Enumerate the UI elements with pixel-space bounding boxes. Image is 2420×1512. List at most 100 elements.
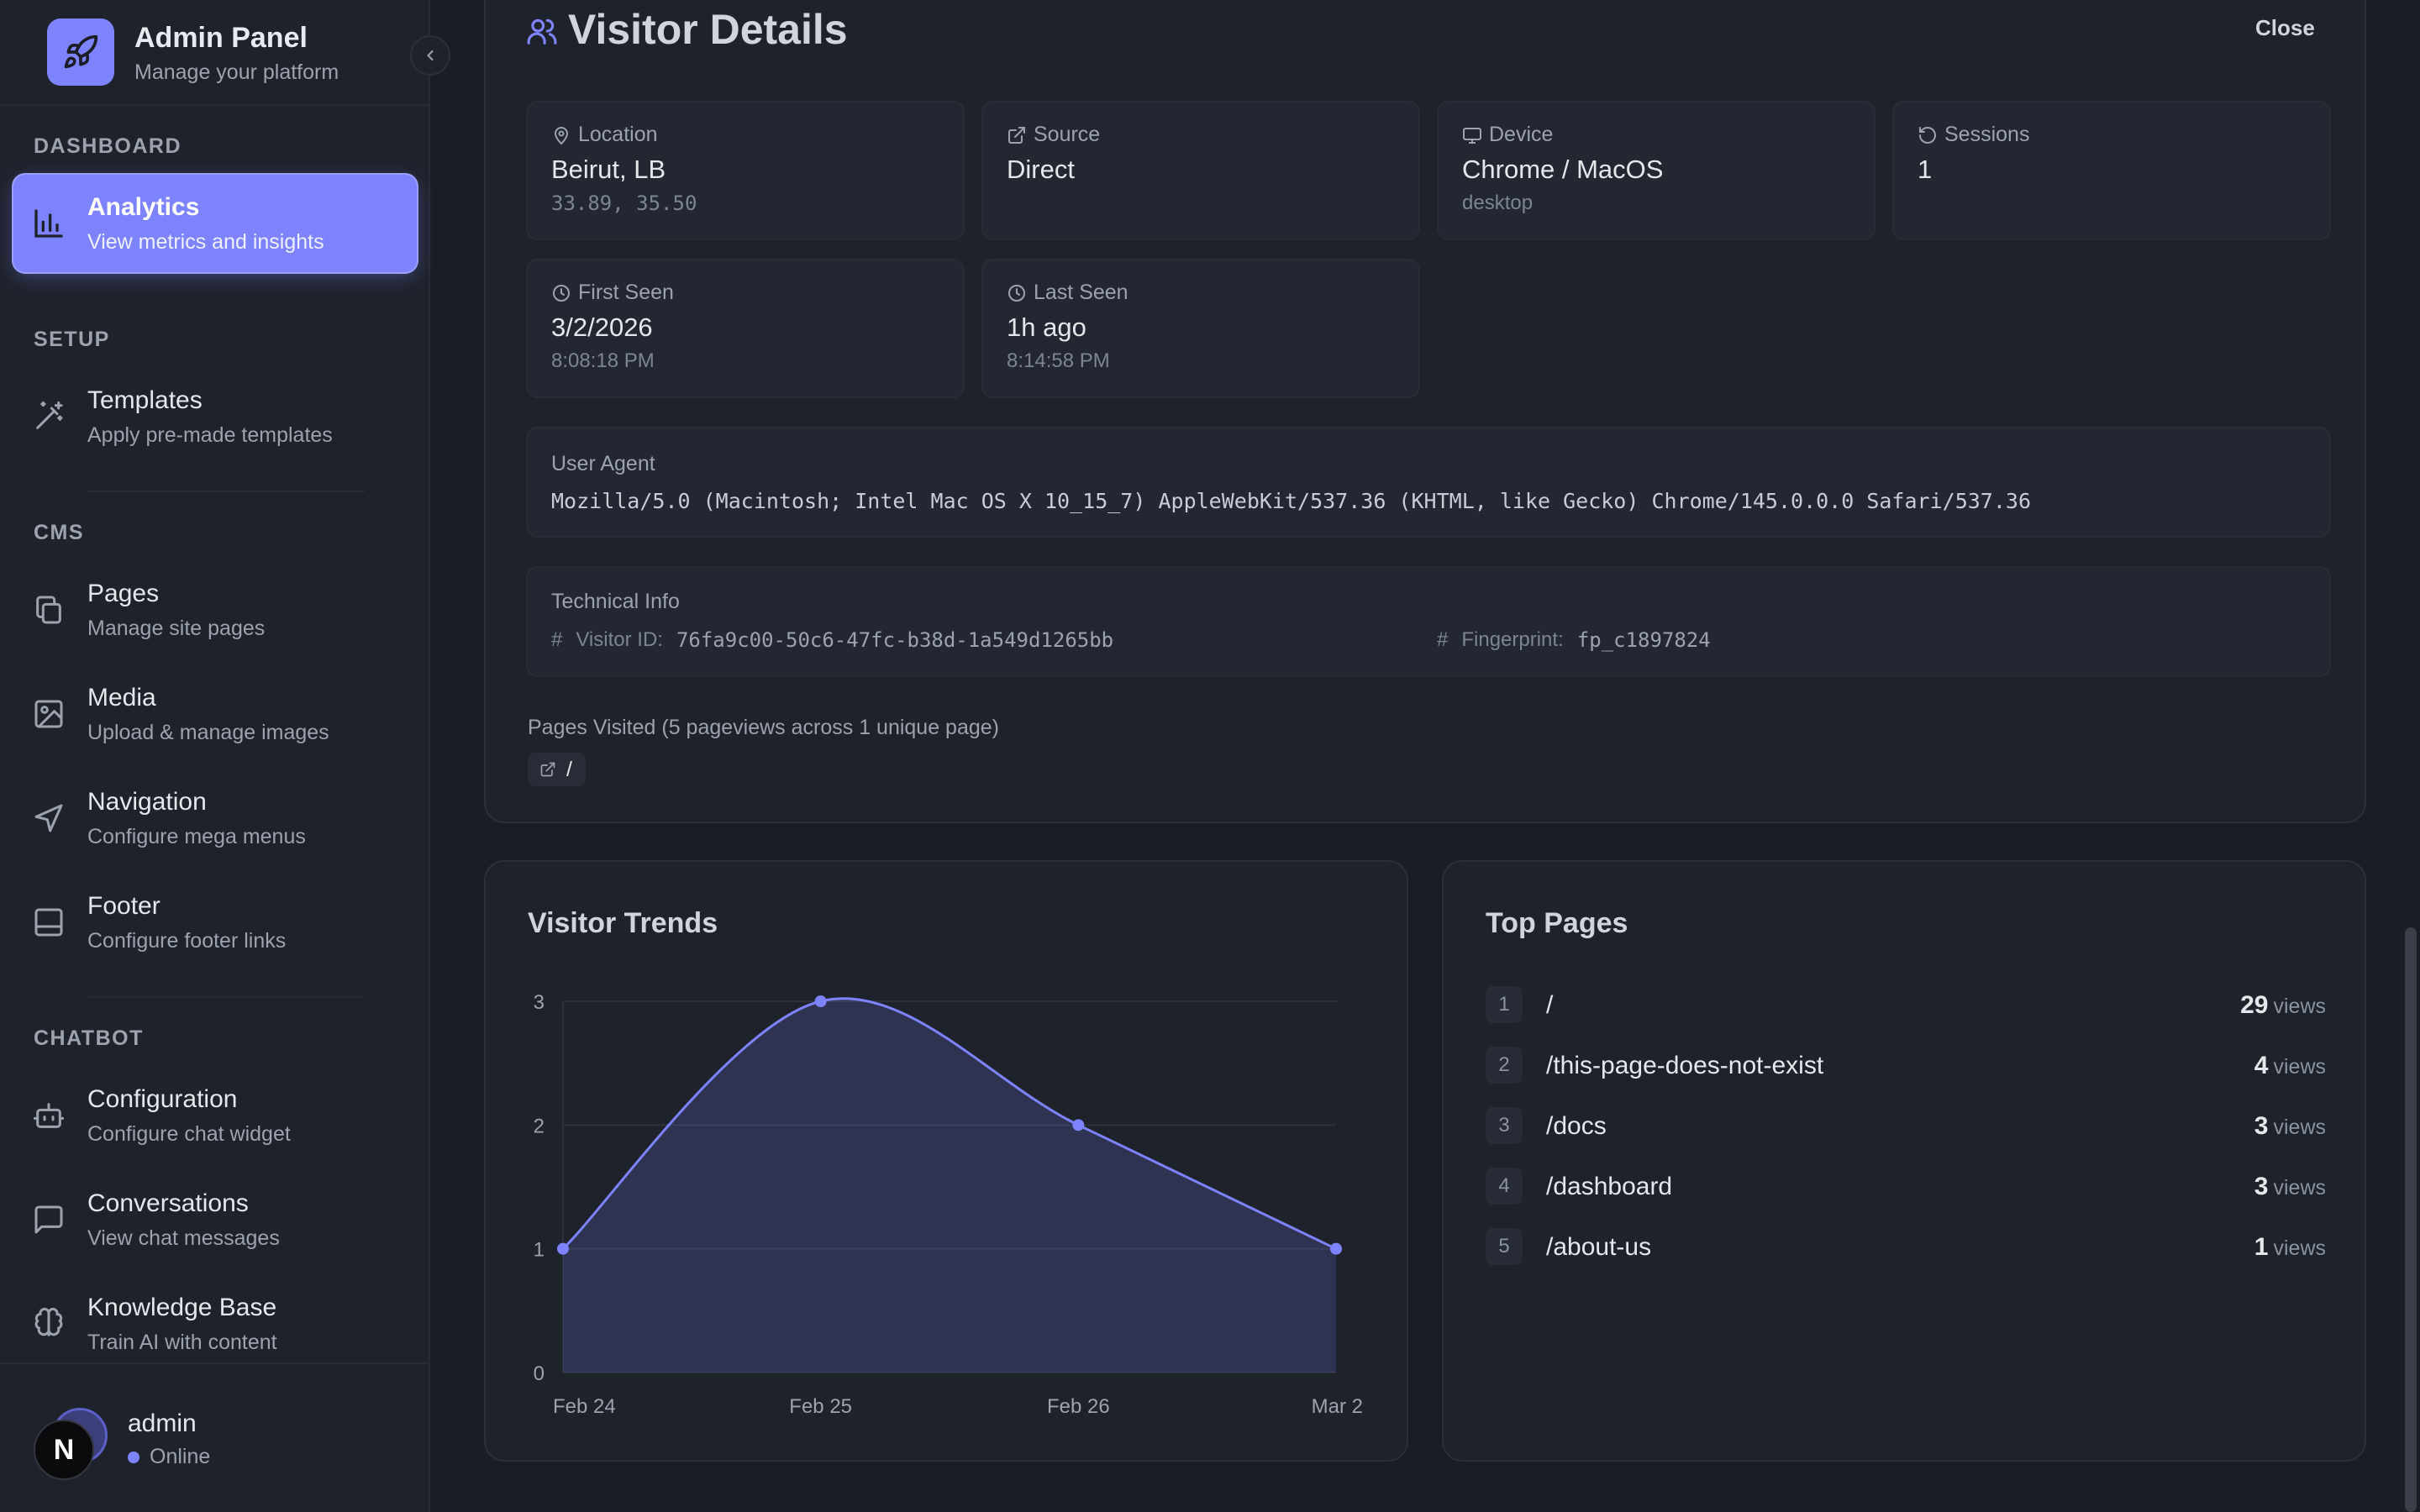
divider <box>87 491 365 492</box>
top-page-row[interactable]: 3 /docs 3 views <box>1486 1105 2326 1146</box>
technical-info-card: Technical Info # Visitor ID: 76fa9c00-50… <box>526 566 2331 677</box>
section-label-cms: CMS <box>34 521 85 544</box>
message-square-icon <box>34 1205 63 1234</box>
avatar[interactable]: N <box>34 1420 94 1480</box>
x-tick-label: Feb 26 <box>1047 1395 1110 1418</box>
rocket-logo-icon[interactable] <box>47 18 114 86</box>
last-seen-card: Last Seen 1h ago 8:14:58 PM <box>981 259 1420 398</box>
visitor-details-panel: Visitor Details Close Location Beirut, L… <box>484 0 2366 823</box>
series-line <box>561 997 1337 1251</box>
sessions-label: Sessions <box>1918 123 2029 147</box>
rank-badge: 4 <box>1486 1168 1523 1205</box>
page-path: / <box>1546 991 1554 1019</box>
source-value: Direct <box>1007 155 1075 184</box>
page-views: 29 views <box>2240 991 2326 1019</box>
y-tick-label: 1 <box>534 1239 544 1262</box>
brand-header: Admin Panel Manage your platform <box>0 0 430 106</box>
brand-subtitle: Manage your platform <box>134 60 339 84</box>
user-name: admin <box>128 1410 197 1437</box>
user-agent-value: Mozilla/5.0 (Macintosh; Intel Mac OS X 1… <box>551 489 2031 513</box>
sessions-value: 1 <box>1918 155 1933 184</box>
top-page-row[interactable]: 4 /dashboard 3 views <box>1486 1166 2326 1206</box>
send-icon <box>34 804 63 832</box>
rank-badge: 1 <box>1486 986 1523 1023</box>
sidebar-item-conversations[interactable]: Conversations View chat messages <box>13 1171 417 1268</box>
sidebar-item-desc: Configure footer links <box>87 929 287 953</box>
section-label-setup: SETUP <box>34 328 110 351</box>
sidebar-item-knowledge-base[interactable]: Knowledge Base Train AI with content <box>13 1275 417 1373</box>
data-point <box>557 1242 569 1255</box>
page-views: 1 views <box>2254 1233 2326 1261</box>
sidebar-item-desc: Apply pre-made templates <box>87 423 333 447</box>
sidebar-item-configuration[interactable]: Configuration Configure chat widget <box>13 1067 417 1164</box>
visitor-trends-chart: 0 1 2 3 Feb 24 Feb 25 Feb 26 Mar 2 <box>534 991 1363 1418</box>
sidebar-item-pages[interactable]: Pages Manage site pages <box>13 561 417 659</box>
location-card: Location Beirut, LB 33.89, 35.50 <box>526 101 965 240</box>
status-text: Online <box>150 1445 211 1468</box>
visitor-trends-card: Visitor Trends 0 1 2 3 Feb 24 Feb 25 Feb 26 Mar… <box>484 860 1408 1462</box>
external-link-icon <box>1008 126 1025 144</box>
location-value: Beirut, LB <box>551 155 666 184</box>
sidebar-item-navigation[interactable]: Navigation Configure mega menus <box>13 769 417 867</box>
fingerprint-label: Fingerprint: <box>1461 628 1564 651</box>
fingerprint-row: # Fingerprint: fp_c1897824 <box>1437 628 1711 652</box>
sidebar-item-label: Media <box>87 684 156 711</box>
close-button[interactable]: Close <box>2255 15 2315 40</box>
top-page-row[interactable]: 5 /about-us 1 views <box>1486 1226 2326 1267</box>
data-point <box>1072 1119 1085 1131</box>
bar-chart-icon <box>34 209 63 238</box>
visited-page-link[interactable]: / <box>528 753 586 786</box>
divider <box>87 996 365 998</box>
top-pages-title: Top Pages <box>1486 907 1628 939</box>
rank-badge: 3 <box>1486 1107 1523 1144</box>
top-page-row[interactable]: 1 / 29 views <box>1486 984 2326 1025</box>
location-label: Location <box>551 123 658 147</box>
pages-visited-label: Pages Visited (5 pageviews across 1 uniq… <box>528 716 999 739</box>
section-label-dashboard: DASHBOARD <box>34 134 182 158</box>
sidebar-item-label: Footer <box>87 892 160 920</box>
sidebar-item-label: Templates <box>87 386 203 414</box>
collapse-sidebar-button[interactable] <box>410 35 450 76</box>
sidebar-item-desc: Manage site pages <box>87 617 266 640</box>
user-agent-card: User Agent Mozilla/5.0 (Macintosh; Intel… <box>526 427 2331 538</box>
page-scrollbar[interactable] <box>2405 927 2417 1512</box>
fingerprint-value: fp_c1897824 <box>1576 628 1711 652</box>
series-area <box>563 998 1336 1373</box>
y-tick-label: 2 <box>534 1115 544 1137</box>
first-seen-time: 8:08:18 PM <box>551 349 655 372</box>
technical-info-label: Technical Info <box>551 590 680 613</box>
panel-title: Visitor Details <box>568 6 848 53</box>
rank-badge: 5 <box>1486 1228 1523 1265</box>
y-tick-label: 3 <box>534 991 544 1014</box>
hash-icon: # <box>551 628 563 651</box>
device-card: Device Chrome / MacOS desktop <box>1437 101 1876 240</box>
sidebar-item-templates[interactable]: Templates Apply pre-made templates <box>13 368 417 465</box>
user-profile[interactable]: N admin Online <box>0 1362 430 1512</box>
sidebar-item-label: Conversations <box>87 1189 249 1217</box>
sidebar-item-media[interactable]: Media Upload & manage images <box>13 665 417 763</box>
sidebar-item-label: Configuration <box>87 1085 238 1113</box>
sidebar-item-label: Analytics <box>87 193 200 221</box>
page-views: 4 views <box>2254 1052 2326 1079</box>
page-path: /about-us <box>1546 1233 1652 1261</box>
visited-page-path: / <box>566 757 572 781</box>
first-seen-card: First Seen 3/2/2026 8:08:18 PM <box>526 259 965 398</box>
first-seen-label: First Seen <box>551 281 674 305</box>
sidebar-item-footer[interactable]: Footer Configure footer links <box>13 874 417 971</box>
last-seen-time: 8:14:58 PM <box>1007 349 1110 372</box>
sidebar-item-analytics[interactable]: Analytics View metrics and insights <box>13 175 417 272</box>
visitor-id-value: 76fa9c00-50c6-47fc-b38d-1a549d1265bb <box>676 628 1114 652</box>
brand-title: Admin Panel <box>134 22 308 54</box>
visitor-id-label: Visitor ID: <box>576 628 663 651</box>
user-status: Online <box>128 1445 210 1469</box>
first-seen-value: 3/2/2026 <box>551 312 653 342</box>
x-tick-label: Feb 25 <box>789 1395 852 1418</box>
page-path: /this-page-does-not-exist <box>1546 1052 1824 1079</box>
top-pages-card: Top Pages 1 / 29 views 2 /this-page-does-… <box>1442 860 2366 1462</box>
data-point <box>1330 1242 1342 1255</box>
clock-icon <box>553 284 570 302</box>
top-page-row[interactable]: 2 /this-page-does-not-exist 4 views <box>1486 1045 2326 1085</box>
x-tick-label: Mar 2 <box>1312 1395 1363 1418</box>
magic-wand-icon <box>36 401 63 429</box>
sidebar-item-desc: View metrics and insights <box>87 230 324 254</box>
